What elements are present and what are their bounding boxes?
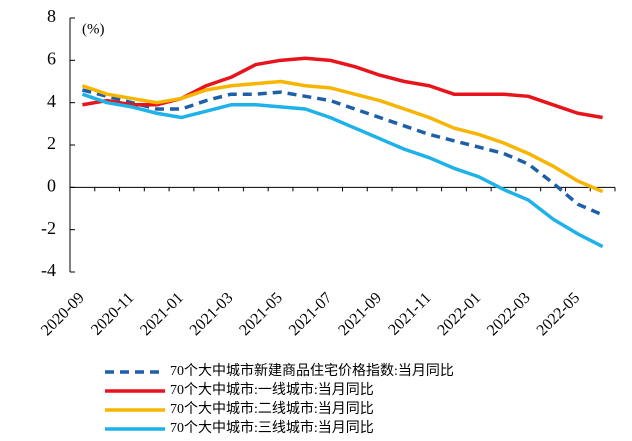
x-tick-label: 2021-11: [385, 289, 434, 338]
x-tick-label: 2021-01: [137, 289, 187, 339]
x-tick-label: 2021-09: [335, 289, 385, 339]
x-tick-label: 2020-09: [38, 289, 88, 339]
x-tick-label: 2021-05: [236, 289, 286, 339]
line-series: [81, 79, 604, 194]
x-tick-label: 2022-03: [484, 289, 534, 339]
line-series: [81, 92, 604, 249]
x-tick-label: 2022-05: [534, 289, 584, 339]
x-tick-label: 2021-03: [187, 289, 237, 339]
y-tick-label: -2: [41, 218, 56, 238]
y-tick-label: 2: [47, 133, 56, 153]
y-tick-label: 6: [47, 48, 56, 68]
y-tick-label: 8: [47, 6, 56, 26]
y-tick-label: -4: [41, 260, 56, 280]
legend-label: 70个大中城市:二线城市:当月同比: [170, 400, 374, 417]
unit-annotation: (%): [82, 21, 105, 37]
x-tick-label: 2021-07: [286, 289, 336, 339]
legend-label: 70个大中城市:一线城市:当月同比: [170, 381, 374, 398]
x-tick-label: 2022-01: [434, 289, 484, 339]
y-tick-label: 4: [47, 91, 56, 111]
legend-label: 70个大中城市新建商品住宅价格指数:当月同比: [170, 362, 454, 379]
y-tick-label: 0: [47, 175, 56, 195]
legend-label: 70个大中城市:三线城市:当月同比: [170, 419, 374, 436]
x-tick-label: 2020-11: [88, 289, 137, 338]
